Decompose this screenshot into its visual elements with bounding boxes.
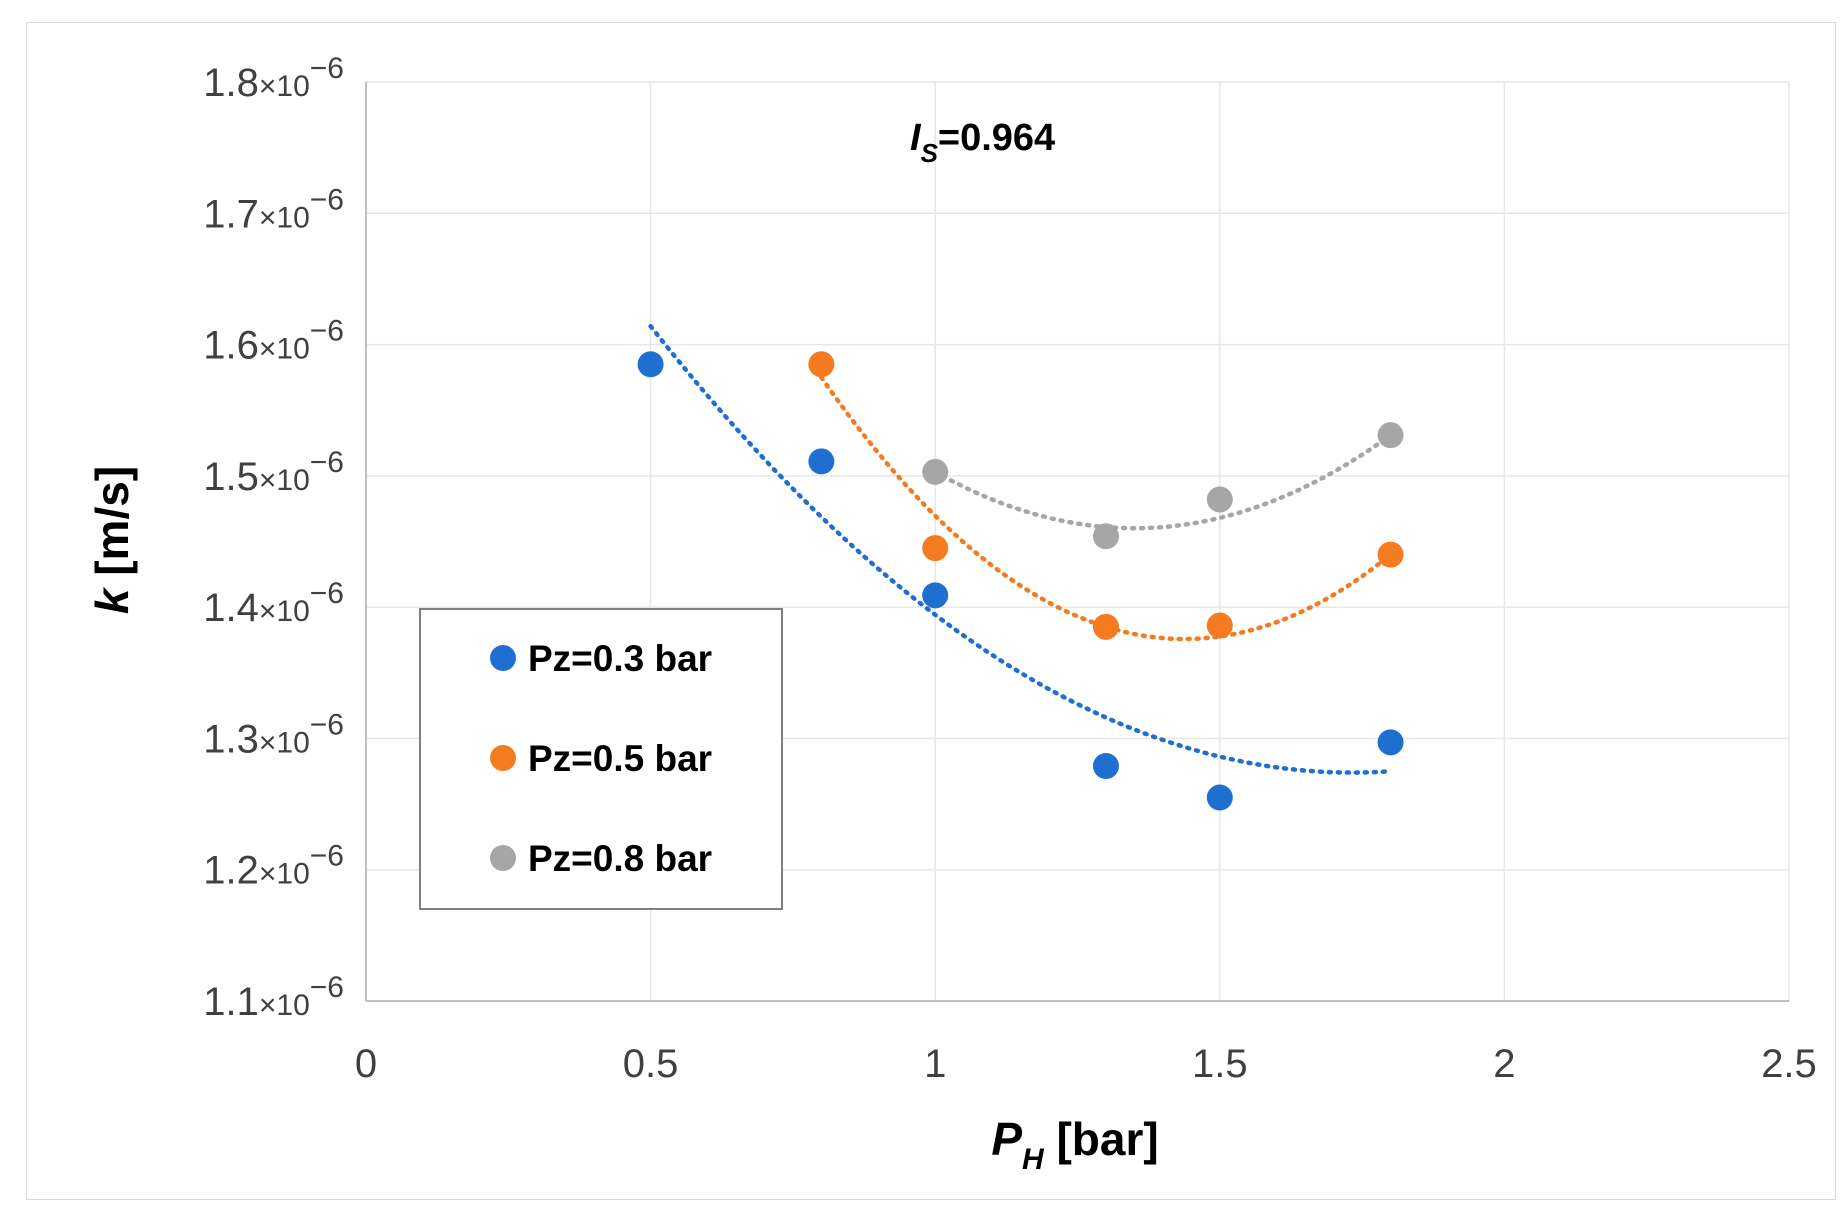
x-tick-label: 0 <box>355 1042 377 1086</box>
data-point-series-3 <box>1377 422 1404 449</box>
data-point-series-2 <box>808 351 835 378</box>
data-point-series-1 <box>1377 729 1404 756</box>
legend-marker-series-1 <box>490 645 516 671</box>
x-tick-label: 1 <box>924 1042 946 1086</box>
data-point-series-1 <box>1206 784 1233 811</box>
x-tick-labels: 0 0.5 1 1.5 2 2.5 <box>355 1042 1817 1086</box>
axes <box>365 82 1789 1002</box>
legend-marker-series-2 <box>490 745 516 771</box>
y-tick-label: 1.2×10−6 <box>203 840 344 893</box>
data-point-series-2 <box>1377 541 1404 568</box>
x-tick-label: 2 <box>1493 1042 1515 1086</box>
legend-marker-series-3 <box>490 845 516 871</box>
x-tick-label: 2.5 <box>1761 1042 1817 1086</box>
data-point-series-1 <box>637 351 664 378</box>
y-tick-label: 1.1×10−6 <box>203 971 344 1024</box>
x-tick-label: 1.5 <box>1192 1042 1248 1086</box>
trendline-series-1 <box>648 323 1393 775</box>
data-point-series-1 <box>922 582 949 609</box>
data-point-series-3 <box>1206 486 1233 513</box>
y-tick-label: 1.7×10−6 <box>203 183 344 236</box>
y-tick-label: 1.6×10−6 <box>203 315 344 368</box>
legend-label-series-2: Pz=0.5 bar <box>528 738 712 779</box>
data-point-series-1 <box>808 448 835 475</box>
x-axis-title: PH [bar] <box>991 1113 1158 1176</box>
legend: Pz=0.3 bar Pz=0.5 bar Pz=0.8 bar <box>419 608 783 910</box>
data-point-series-3 <box>1092 523 1119 550</box>
annotation-is: IS=0.964 <box>910 117 1055 168</box>
data-point-series-2 <box>1092 613 1119 640</box>
y-tick-label: 1.4×10−6 <box>203 577 344 630</box>
data-points <box>637 351 1404 811</box>
legend-label-series-3: Pz=0.8 bar <box>528 838 712 879</box>
chart-frame <box>26 22 1836 1200</box>
data-point-series-3 <box>922 458 949 485</box>
x-tick-label: 0.5 <box>623 1042 679 1086</box>
trendline-series-2 <box>819 375 1393 642</box>
trendline-series-3 <box>932 432 1393 531</box>
y-tick-label: 1.5×10−6 <box>203 446 344 499</box>
y-tick-label: 1.3×10−6 <box>203 708 344 761</box>
data-point-series-2 <box>1206 612 1233 639</box>
data-point-series-1 <box>1092 752 1119 779</box>
y-tick-label: 1.8×10−6 <box>203 52 344 105</box>
y-axis-title: k [m/s] <box>86 466 138 614</box>
legend-box <box>419 608 783 910</box>
data-point-series-2 <box>922 535 949 562</box>
y-tick-labels: 1.1×10−6 1.2×10−6 1.3×10−6 1.4×10−6 1.5×10−6… <box>203 52 344 1024</box>
legend-label-series-1: Pz=0.3 bar <box>528 638 712 679</box>
